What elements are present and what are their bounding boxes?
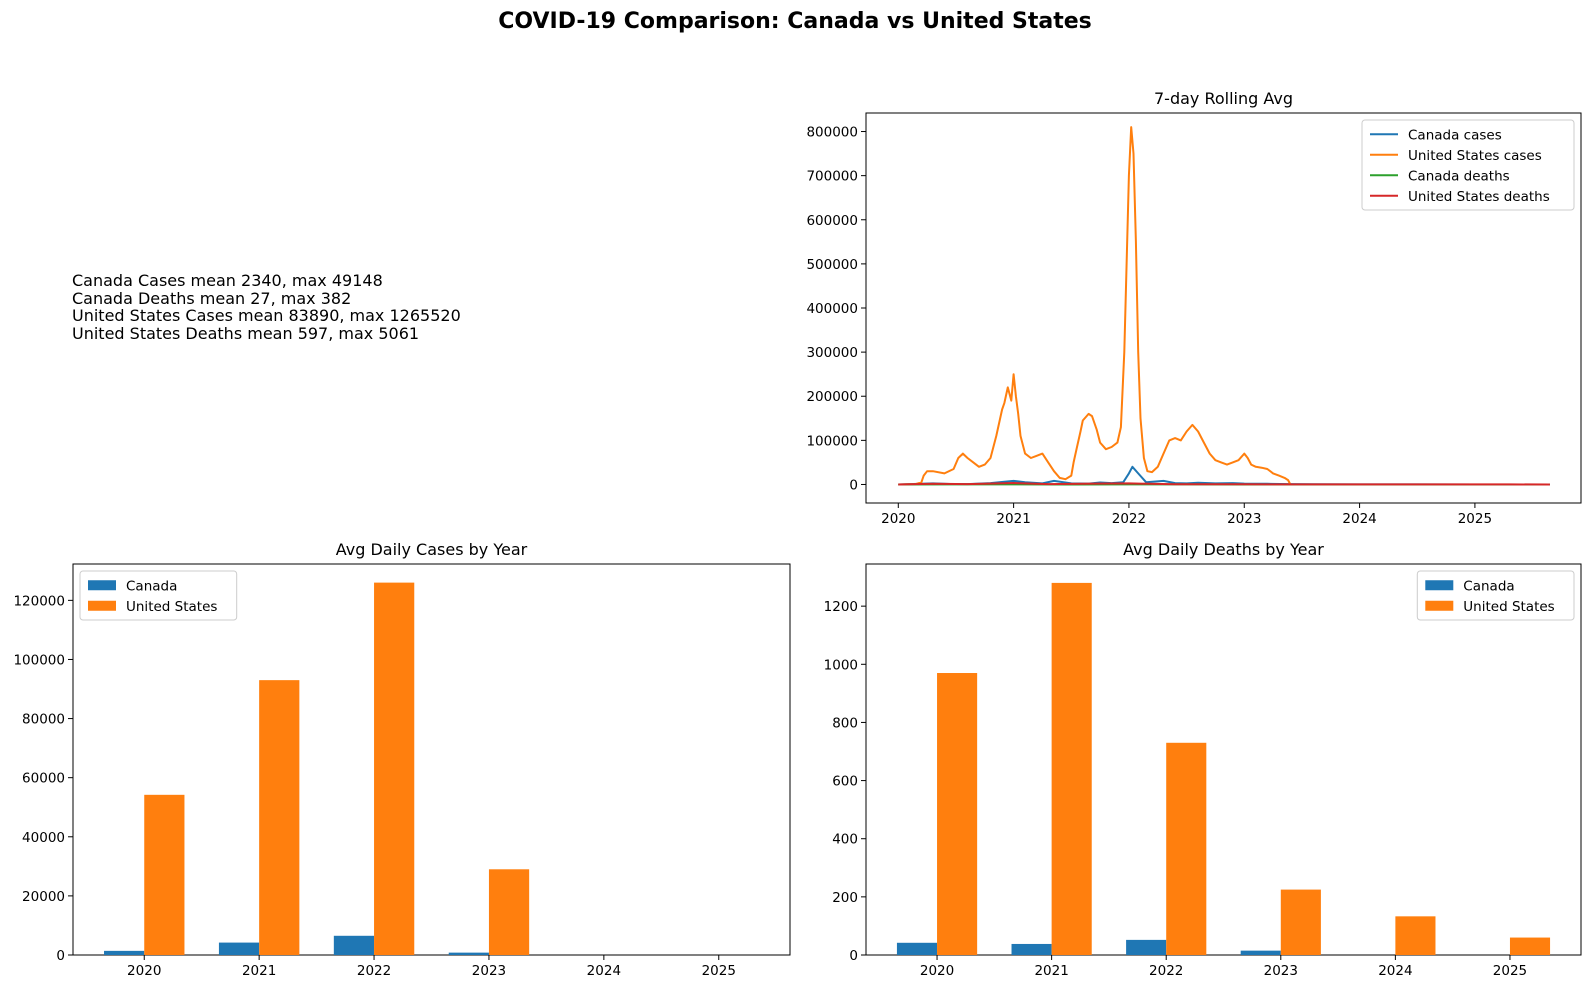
y-tick-label: 500000 <box>806 257 858 273</box>
legend-box <box>1361 119 1575 211</box>
legend-label-canada: Canada <box>126 578 177 594</box>
x-tick-label: 2024 <box>1342 511 1376 527</box>
bar-canada-2020 <box>896 942 938 955</box>
bar-united-states-2024 <box>1395 916 1436 955</box>
x-tick-label: 2025 <box>1493 963 1527 979</box>
x-tick-label: 2021 <box>242 963 276 979</box>
stats-line-us-cases: United States Cases mean 83890, max 1265… <box>72 306 461 325</box>
x-tick-label: 2024 <box>587 963 621 979</box>
bar-united-states-2021 <box>1051 582 1092 955</box>
y-tick-label: 0 <box>56 948 65 964</box>
y-tick-label: 700000 <box>806 169 858 185</box>
y-tick-label: 100000 <box>806 433 858 449</box>
y-tick-label: 600000 <box>806 213 858 229</box>
x-tick-label: 2023 <box>1264 963 1298 979</box>
stats-line-canada-deaths: Canada Deaths mean 27, max 382 <box>72 289 351 308</box>
legend-label-canada-cases: Canada cases <box>1408 127 1502 143</box>
series-line-united-states-cases <box>898 126 1292 486</box>
y-tick-label: 300000 <box>806 345 858 361</box>
legend-label-canada-deaths: Canada deaths <box>1408 168 1510 184</box>
y-tick-label: 40000 <box>22 830 65 846</box>
stats-panel: Canada Cases mean 2340, max 49148 Canada… <box>72 271 461 343</box>
bar-canada-2023 <box>448 952 489 955</box>
legend-box <box>1416 570 1575 621</box>
x-tick-label: 2020 <box>920 963 954 979</box>
bar-united-states-2023 <box>1280 889 1321 955</box>
legend-swatch-united-states <box>88 600 116 611</box>
y-tick-label: 400 <box>832 832 858 848</box>
y-tick-label: 100000 <box>13 652 65 668</box>
x-tick-label: 2023 <box>472 963 506 979</box>
y-tick-label: 120000 <box>13 593 65 609</box>
legend-label-united-states-deaths: United States deaths <box>1408 189 1550 205</box>
y-tick-label: 400000 <box>806 301 858 317</box>
axes-title: Avg Daily Deaths by Year <box>1123 540 1324 559</box>
y-tick-label: 800000 <box>806 125 858 141</box>
x-tick-label: 2020 <box>127 963 161 979</box>
bar-united-states-2022 <box>1166 742 1207 955</box>
legend-label-united-states: United States <box>1463 599 1554 615</box>
series-line-united-states-deaths <box>898 482 1550 486</box>
axes-title: 7-day Rolling Avg <box>1154 89 1293 108</box>
bar-united-states-2023 <box>488 869 530 955</box>
bar-canada-2021 <box>218 942 260 955</box>
axes-title: Avg Daily Cases by Year <box>336 540 528 559</box>
y-tick-label: 600 <box>832 774 858 790</box>
y-tick-label: 80000 <box>22 712 65 728</box>
y-tick-label: 0 <box>849 477 858 493</box>
y-tick-label: 1000 <box>824 657 858 673</box>
figure-suptitle: COVID-19 Comparison: Canada vs United St… <box>498 9 1092 34</box>
y-tick-label: 800 <box>832 715 858 731</box>
legend-swatch-canada <box>1425 580 1454 591</box>
y-tick-label: 1200 <box>824 599 858 615</box>
x-tick-label: 2021 <box>1034 963 1068 979</box>
rolling-avg-chart: 7-day Rolling Avg 0 100000 200000 300000 4000… <box>806 89 1582 527</box>
stats-line-us-deaths: United States Deaths mean 597, max 5061 <box>72 324 419 343</box>
y-tick-label: 200000 <box>806 389 858 405</box>
x-tick-label: 2025 <box>702 963 736 979</box>
y-tick-label: 60000 <box>22 771 65 787</box>
legend-swatch-united-states <box>1425 600 1454 611</box>
bar-canada-2022 <box>1126 939 1167 955</box>
bar-canada-2022 <box>333 935 375 955</box>
x-tick-label: 2022 <box>1112 511 1146 527</box>
y-tick-label: 0 <box>849 948 858 964</box>
y-tick-label: 200 <box>832 890 858 906</box>
legend-label-united-states: United States <box>126 599 217 615</box>
x-tick-label: 2024 <box>1378 963 1412 979</box>
series-line-canada-cases <box>898 465 1550 486</box>
bar-canada-2023 <box>1240 950 1281 955</box>
legend-box <box>79 570 238 621</box>
bar-united-states-2022 <box>374 582 415 955</box>
x-tick-label: 2025 <box>1458 511 1492 527</box>
x-tick-label: 2020 <box>881 511 915 527</box>
legend-swatch-canada <box>88 580 116 591</box>
legend-label-canada: Canada <box>1463 578 1514 594</box>
x-tick-label: 2022 <box>357 963 391 979</box>
x-tick-label: 2023 <box>1227 511 1261 527</box>
bar-united-states-2020 <box>144 794 185 955</box>
avg-daily-cases-chart: Avg Daily Cases by Year 0 20000 40000 60000 8… <box>13 540 791 979</box>
axes-frame <box>72 563 791 956</box>
bar-united-states-2025 <box>1509 937 1551 955</box>
legend-label-united-states-cases: United States cases <box>1408 148 1542 164</box>
y-tick-label: 20000 <box>22 889 65 905</box>
stats-line-canada-cases: Canada Cases mean 2340, max 49148 <box>72 271 383 290</box>
bar-united-states-2020 <box>937 673 978 955</box>
bar-united-states-2021 <box>259 680 300 955</box>
x-tick-label: 2021 <box>996 511 1030 527</box>
axes-frame <box>865 563 1582 956</box>
bar-canada-2020 <box>104 950 145 955</box>
bar-canada-2021 <box>1011 943 1052 955</box>
x-tick-label: 2022 <box>1149 963 1183 979</box>
avg-daily-deaths-chart: Avg Daily Deaths by Year 0 200 400 600 800 100… <box>824 540 1582 979</box>
